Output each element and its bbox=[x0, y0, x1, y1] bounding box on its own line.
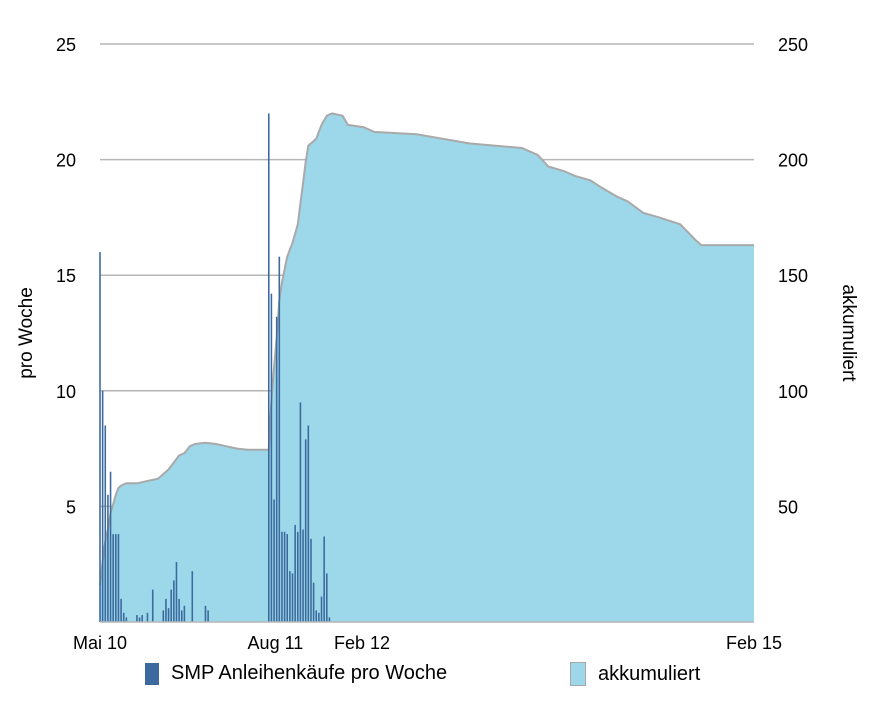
bar-13 bbox=[141, 615, 143, 622]
bar-48 bbox=[320, 596, 323, 622]
y-right-tick-label: 250 bbox=[778, 35, 808, 55]
y-right-tick-label: 200 bbox=[778, 151, 808, 171]
bar-6 bbox=[115, 534, 117, 622]
bar-8 bbox=[120, 598, 122, 622]
bar-46 bbox=[315, 610, 318, 622]
y-right-tick-label: 150 bbox=[778, 266, 808, 286]
bar-49 bbox=[323, 536, 325, 622]
bar-17 bbox=[165, 598, 167, 622]
bar-34 bbox=[283, 531, 286, 622]
bar-42 bbox=[304, 439, 307, 622]
bar-20 bbox=[173, 580, 175, 622]
x-tick-label: Mai 10 bbox=[73, 633, 127, 653]
bar-51 bbox=[328, 617, 331, 622]
bar-24 bbox=[183, 605, 186, 622]
bar-30 bbox=[273, 499, 275, 622]
bar-29 bbox=[270, 293, 273, 622]
legend-label-bars: SMP Anleihenkäufe pro Woche bbox=[171, 662, 448, 684]
legend-label-area: akkumuliert bbox=[598, 662, 701, 685]
area-series-akkumuliert bbox=[99, 112, 754, 623]
bar-14 bbox=[146, 612, 149, 622]
y-left-tick-label: 10 bbox=[56, 382, 76, 402]
y-left-tick-label: 25 bbox=[56, 35, 76, 55]
bar-21 bbox=[175, 561, 178, 622]
y-right-tick-label: 50 bbox=[778, 497, 798, 517]
area-fill bbox=[100, 113, 754, 623]
bar-28 bbox=[267, 113, 270, 623]
bar-50 bbox=[326, 573, 328, 622]
bar-31 bbox=[275, 316, 278, 622]
bar-32 bbox=[278, 256, 281, 622]
y-left-tick-label: 15 bbox=[56, 266, 76, 286]
bar-25 bbox=[191, 571, 194, 622]
y-right-tick-label: 100 bbox=[778, 382, 808, 402]
bar-40 bbox=[299, 402, 302, 622]
bar-38 bbox=[294, 524, 296, 622]
bar-1 bbox=[101, 390, 104, 622]
bar-44 bbox=[310, 538, 312, 622]
bar-3 bbox=[107, 494, 109, 622]
bar-19 bbox=[170, 589, 172, 622]
axes: 5 10 15 20 25 50 100 150 200 250 Mai 10 Aug 11 Feb 1… bbox=[16, 35, 859, 653]
y-left-axis-title: pro Woche bbox=[16, 287, 37, 379]
legend-swatch-bars bbox=[145, 662, 159, 685]
bar-33 bbox=[281, 531, 283, 622]
bar-18 bbox=[167, 608, 170, 622]
area-line bbox=[99, 112, 754, 586]
legend-item-bars: SMP Anleihenkäufe pro Woche bbox=[145, 662, 447, 685]
bar-45 bbox=[312, 582, 315, 622]
bar-12 bbox=[138, 617, 141, 622]
bar-16 bbox=[162, 610, 165, 622]
bar-27 bbox=[207, 610, 209, 622]
bar-36 bbox=[289, 571, 291, 622]
bar-15 bbox=[151, 589, 154, 622]
bar-22 bbox=[178, 598, 180, 622]
bar-41 bbox=[302, 529, 304, 622]
x-tick-label: Feb 12 bbox=[334, 633, 390, 653]
bar-37 bbox=[291, 573, 294, 622]
bar-9 bbox=[122, 612, 125, 622]
y-left-tick-label: 20 bbox=[56, 151, 76, 171]
bar-26 bbox=[204, 605, 207, 622]
legend-item-area: akkumuliert bbox=[570, 662, 700, 686]
bar-series-smp bbox=[99, 113, 331, 623]
bar-2 bbox=[104, 425, 107, 622]
bar-47 bbox=[318, 612, 320, 622]
bar-4 bbox=[109, 471, 112, 622]
bar-39 bbox=[296, 531, 299, 622]
bar-23 bbox=[180, 610, 183, 622]
x-tick-label: Aug 11 bbox=[248, 633, 304, 653]
x-tick-label: Feb 15 bbox=[726, 633, 782, 653]
bar-43 bbox=[307, 425, 310, 622]
bar-10 bbox=[125, 617, 128, 622]
y-left-tick-label: 5 bbox=[66, 497, 76, 517]
bar-0 bbox=[99, 252, 101, 622]
bar-35 bbox=[286, 534, 289, 622]
bar-5 bbox=[112, 534, 114, 622]
legend-swatch-area bbox=[570, 662, 586, 686]
y-right-axis-title: akkumuliert bbox=[838, 284, 859, 382]
bar-11 bbox=[136, 615, 138, 622]
bar-7 bbox=[117, 534, 120, 622]
